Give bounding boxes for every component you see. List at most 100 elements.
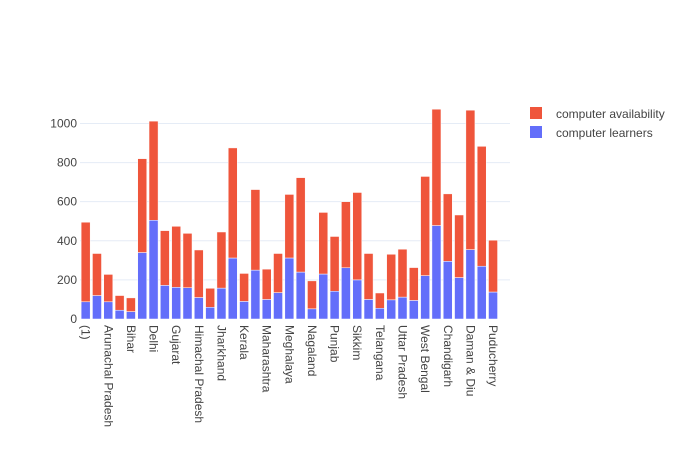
bar-learners[interactable] (465, 249, 476, 320)
bar-availability[interactable] (284, 194, 295, 259)
x-tick-label: West Bengal (418, 325, 432, 393)
bar-learners[interactable] (273, 292, 283, 320)
bar-availability[interactable] (250, 189, 261, 271)
bar-learners[interactable] (307, 308, 317, 320)
bar-learners[interactable] (216, 287, 227, 320)
bar-availability[interactable] (171, 226, 181, 288)
legend-item[interactable]: computer learners (530, 126, 653, 140)
bar-learners[interactable] (80, 301, 91, 320)
bar-availability[interactable] (307, 280, 317, 310)
legend-item[interactable]: computer availability (530, 107, 665, 121)
bar-learners[interactable] (227, 257, 238, 320)
bar-learners[interactable] (239, 301, 249, 320)
bar-learners[interactable] (194, 297, 204, 320)
bar-learners[interactable] (397, 296, 408, 320)
bar-learners[interactable] (352, 279, 363, 320)
x-tick-label: Himachal Pradesh (192, 325, 206, 423)
bar-availability[interactable] (375, 292, 385, 309)
bar-availability[interactable] (420, 176, 430, 276)
x-tick-label: Puducherry (486, 325, 500, 386)
bar-availability[interactable] (114, 295, 125, 311)
bar-learners[interactable] (205, 307, 215, 320)
bar-learners[interactable] (114, 309, 125, 320)
bar-availability[interactable] (80, 221, 91, 303)
y-tick-label: 800 (57, 156, 77, 170)
x-tick-label: Uttar Pradesh (396, 325, 410, 399)
bar-learners[interactable] (409, 300, 419, 320)
bar-availability[interactable] (363, 253, 374, 300)
y-tick-label: 1000 (50, 116, 77, 130)
x-tick-label: Meghalaya (282, 325, 296, 384)
bar-availability[interactable] (488, 239, 498, 293)
bar-learners[interactable] (148, 220, 159, 320)
bar-availability[interactable] (397, 248, 408, 298)
bar-availability[interactable] (137, 158, 148, 253)
bar-learners[interactable] (329, 290, 340, 320)
bar-availability[interactable] (431, 108, 442, 226)
x-tick-label: Gujarat (169, 325, 183, 365)
x-tick-label: Chandigarh (441, 325, 455, 387)
bar-learners[interactable] (103, 301, 114, 320)
bar-learners[interactable] (420, 275, 430, 320)
bar-availability[interactable] (92, 253, 102, 296)
bar-availability[interactable] (126, 297, 136, 312)
bar-availability[interactable] (341, 201, 351, 269)
bar-learners[interactable] (284, 257, 295, 320)
legend-label: computer availability (556, 107, 665, 121)
bar-availability[interactable] (329, 236, 340, 292)
bar-learners[interactable] (126, 311, 136, 320)
bar-learners[interactable] (182, 287, 193, 320)
bar-availability[interactable] (216, 231, 227, 289)
bar-learners[interactable] (431, 225, 442, 320)
bar-availability[interactable] (160, 230, 170, 286)
bar-availability[interactable] (182, 233, 193, 288)
bar-learners[interactable] (171, 287, 181, 320)
bar-availability[interactable] (465, 109, 476, 250)
bar-availability[interactable] (442, 193, 453, 262)
bar-availability[interactable] (194, 249, 204, 298)
y-tick-label: 400 (57, 234, 77, 248)
bar-learners[interactable] (318, 273, 329, 320)
x-axis: (1) Arunachal Pradesh Bihar Delhi Gujarat Him… (79, 325, 500, 427)
bar-availability[interactable] (273, 253, 283, 293)
x-tick-label: Kerala (237, 325, 251, 360)
bar-availability[interactable] (318, 212, 329, 275)
bar-learners[interactable] (476, 265, 487, 320)
bar-learners[interactable] (261, 299, 272, 320)
bar-learners[interactable] (488, 291, 498, 320)
bar-availability[interactable] (409, 267, 419, 301)
bar-availability[interactable] (454, 214, 464, 278)
bar-availability[interactable] (227, 147, 238, 259)
bar-learners[interactable] (442, 261, 453, 320)
bar-availability[interactable] (148, 120, 159, 221)
x-tick-label: (1) (79, 325, 93, 340)
bar-availability[interactable] (103, 274, 114, 303)
bar-availability[interactable] (476, 146, 487, 267)
bar-availability[interactable] (205, 288, 215, 308)
bar-availability[interactable] (295, 177, 306, 273)
bar-learners[interactable] (250, 269, 261, 320)
bar-learners[interactable] (92, 295, 102, 320)
bar-learners[interactable] (137, 252, 148, 320)
bar-learners[interactable] (375, 308, 385, 320)
bar-learners[interactable] (386, 299, 396, 320)
legend-swatch (530, 107, 542, 119)
bar-learners[interactable] (454, 277, 464, 320)
x-tick-label: Delhi (147, 325, 161, 352)
bar-availability[interactable] (386, 254, 396, 301)
x-tick-label: Maharashtra (260, 325, 274, 393)
bar-learners[interactable] (160, 285, 170, 320)
bar-availability[interactable] (261, 268, 272, 300)
y-tick-label: 200 (57, 273, 77, 287)
bar-learners[interactable] (341, 267, 351, 320)
legend[interactable]: computer availability computer learners (530, 107, 665, 140)
y-tick-label: 0 (70, 312, 77, 326)
bar-learners[interactable] (363, 299, 374, 320)
bar-learners[interactable] (295, 271, 306, 320)
bar-availability[interactable] (352, 192, 363, 281)
bar-availability[interactable] (239, 273, 249, 302)
bars (80, 108, 498, 320)
legend-label: computer learners (556, 126, 653, 140)
